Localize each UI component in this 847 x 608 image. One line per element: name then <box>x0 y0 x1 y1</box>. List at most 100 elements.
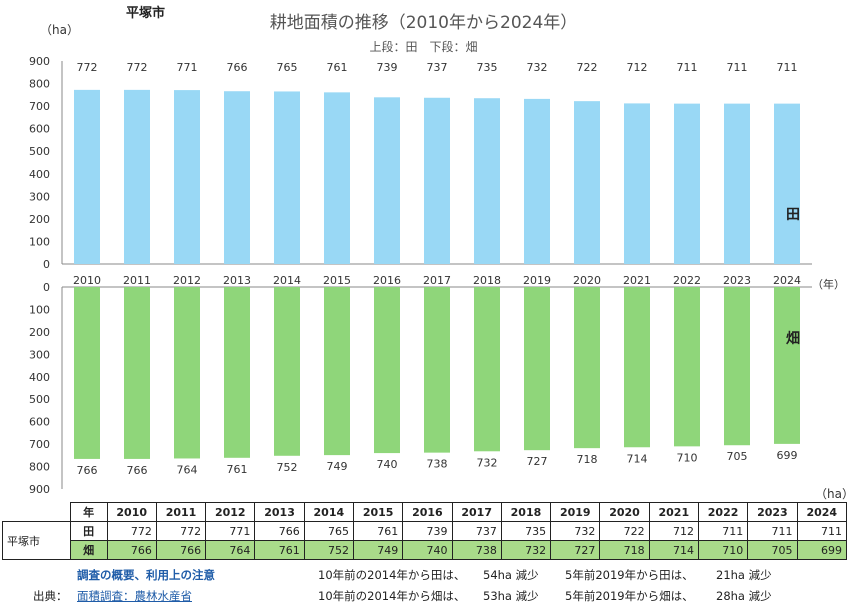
table-cell: 727 <box>550 540 601 560</box>
bar-hata <box>374 287 400 454</box>
y-tick-label-bottom: 900 <box>29 483 50 496</box>
data-label-ta: 737 <box>427 61 448 74</box>
bar-ta <box>674 103 700 264</box>
table-cell: 718 <box>599 540 650 560</box>
bar-ta <box>624 103 650 264</box>
data-label-ta: 766 <box>227 61 248 74</box>
data-label-ta: 765 <box>277 61 298 74</box>
y-tick-label-bottom: 600 <box>29 416 50 429</box>
bar-hata <box>74 287 100 459</box>
year-header: 年 <box>69 502 108 522</box>
table-cell: 738 <box>451 540 502 560</box>
notes-link[interactable]: 調査の概要、利用上の注意 <box>77 568 215 582</box>
data-label-ta: 711 <box>727 61 748 74</box>
bar-hata <box>124 287 150 459</box>
y-tick-label-top: 600 <box>29 123 50 136</box>
table-cell: 764 <box>205 540 256 560</box>
bar-ta <box>724 103 750 264</box>
table-cell: 766 <box>254 521 305 541</box>
x-tick-label: 2016 <box>373 274 401 287</box>
y-tick-label-top: 200 <box>29 213 50 226</box>
data-label-ta: 711 <box>777 61 798 74</box>
y-tick-label-bottom: 0 <box>43 281 50 294</box>
table-year: 2012 <box>205 502 256 522</box>
table-cell: 752 <box>303 540 354 560</box>
hata-5y-note: 5年前2019年から畑は、 <box>565 589 694 603</box>
table-cell: 772 <box>155 521 207 541</box>
data-label-hata: 714 <box>627 452 648 465</box>
table-year: 2013 <box>254 502 305 522</box>
bar-ta <box>524 98 550 264</box>
data-label-ta: 712 <box>627 61 648 74</box>
data-table: 年 2010 2011 2012 2013 2014 2015 2016 201… <box>2 502 847 560</box>
x-tick-label: 2013 <box>223 274 251 287</box>
table-cell: 765 <box>303 521 354 541</box>
data-label-ta: 722 <box>577 61 598 74</box>
table-cell: 766 <box>106 540 157 560</box>
bar-ta <box>324 92 350 264</box>
data-label-hata: 766 <box>127 464 148 477</box>
bar-hata <box>424 287 450 453</box>
row-label-ta: 田 <box>69 521 108 541</box>
bar-ta <box>174 90 200 264</box>
bar-ta <box>274 91 300 264</box>
series-tag-hata: 畑 <box>786 331 800 347</box>
table-year: 2011 <box>155 502 207 522</box>
table-year: 2016 <box>402 502 453 522</box>
x-tick-label: 2022 <box>673 274 701 287</box>
x-tick-label: 2020 <box>573 274 601 287</box>
data-label-hata: 752 <box>277 461 298 474</box>
data-label-ta: 735 <box>477 61 498 74</box>
data-label-hata: 749 <box>327 460 348 473</box>
table-year: 2018 <box>500 502 552 522</box>
row-label-hata: 畑 <box>69 540 108 560</box>
x-tick-label: 2019 <box>523 274 551 287</box>
table-cell: 761 <box>352 521 404 541</box>
bar-ta <box>474 98 500 264</box>
table-cell: 740 <box>402 540 453 560</box>
x-tick-label: 2012 <box>173 274 201 287</box>
table-cell: 749 <box>352 540 404 560</box>
data-label-hata: 761 <box>227 463 248 476</box>
y-tick-label-bottom: 400 <box>29 371 50 384</box>
data-label-hata: 738 <box>427 458 448 471</box>
data-label-hata: 705 <box>727 450 748 463</box>
y-tick-label-top: 700 <box>29 100 50 113</box>
bar-hata <box>474 287 500 452</box>
data-label-hata: 718 <box>577 453 598 466</box>
table-cell: 737 <box>451 521 502 541</box>
table-cell: 711 <box>697 521 749 541</box>
x-tick-label: 2024 <box>773 274 801 287</box>
table-cell: 711 <box>747 521 798 541</box>
y-tick-label-bottom: 300 <box>29 348 50 361</box>
y-unit-top: （ha） <box>40 23 79 37</box>
data-label-ta: 761 <box>327 61 348 74</box>
y-tick-label-bottom: 200 <box>29 326 50 339</box>
bar-hata <box>274 287 300 456</box>
data-label-hata: 740 <box>377 458 398 471</box>
ta-10y-note: 10年前の2014年から田は、 <box>318 568 466 582</box>
data-label-hata: 699 <box>777 449 798 462</box>
table-year: 2017 <box>451 502 502 522</box>
table-cell: 722 <box>599 521 650 541</box>
bar-hata <box>724 287 750 446</box>
ta-5y-value: 21ha 減少 <box>716 568 772 582</box>
data-label-ta: 732 <box>527 61 548 74</box>
table-cell: 772 <box>106 521 157 541</box>
data-label-ta: 771 <box>177 61 198 74</box>
bar-ta <box>224 91 250 264</box>
x-tick-label: 2017 <box>423 274 451 287</box>
bar-hata <box>574 287 600 449</box>
table-cell: 735 <box>500 521 552 541</box>
table-year: 2020 <box>599 502 650 522</box>
table-row-hata: 畑 766 766 764 761 752 749 740 738 732 72… <box>3 540 847 560</box>
data-label-hata: 727 <box>527 455 548 468</box>
y-tick-label-top: 500 <box>29 145 50 158</box>
x-tick-label: 2010 <box>73 274 101 287</box>
y-tick-label-bottom: 700 <box>29 438 50 451</box>
data-label-ta: 711 <box>677 61 698 74</box>
source-link[interactable]: 面積調査：農林水産省 <box>77 589 192 603</box>
bar-ta <box>774 103 800 264</box>
bar-ta <box>74 89 100 264</box>
table-corner <box>2 502 71 522</box>
